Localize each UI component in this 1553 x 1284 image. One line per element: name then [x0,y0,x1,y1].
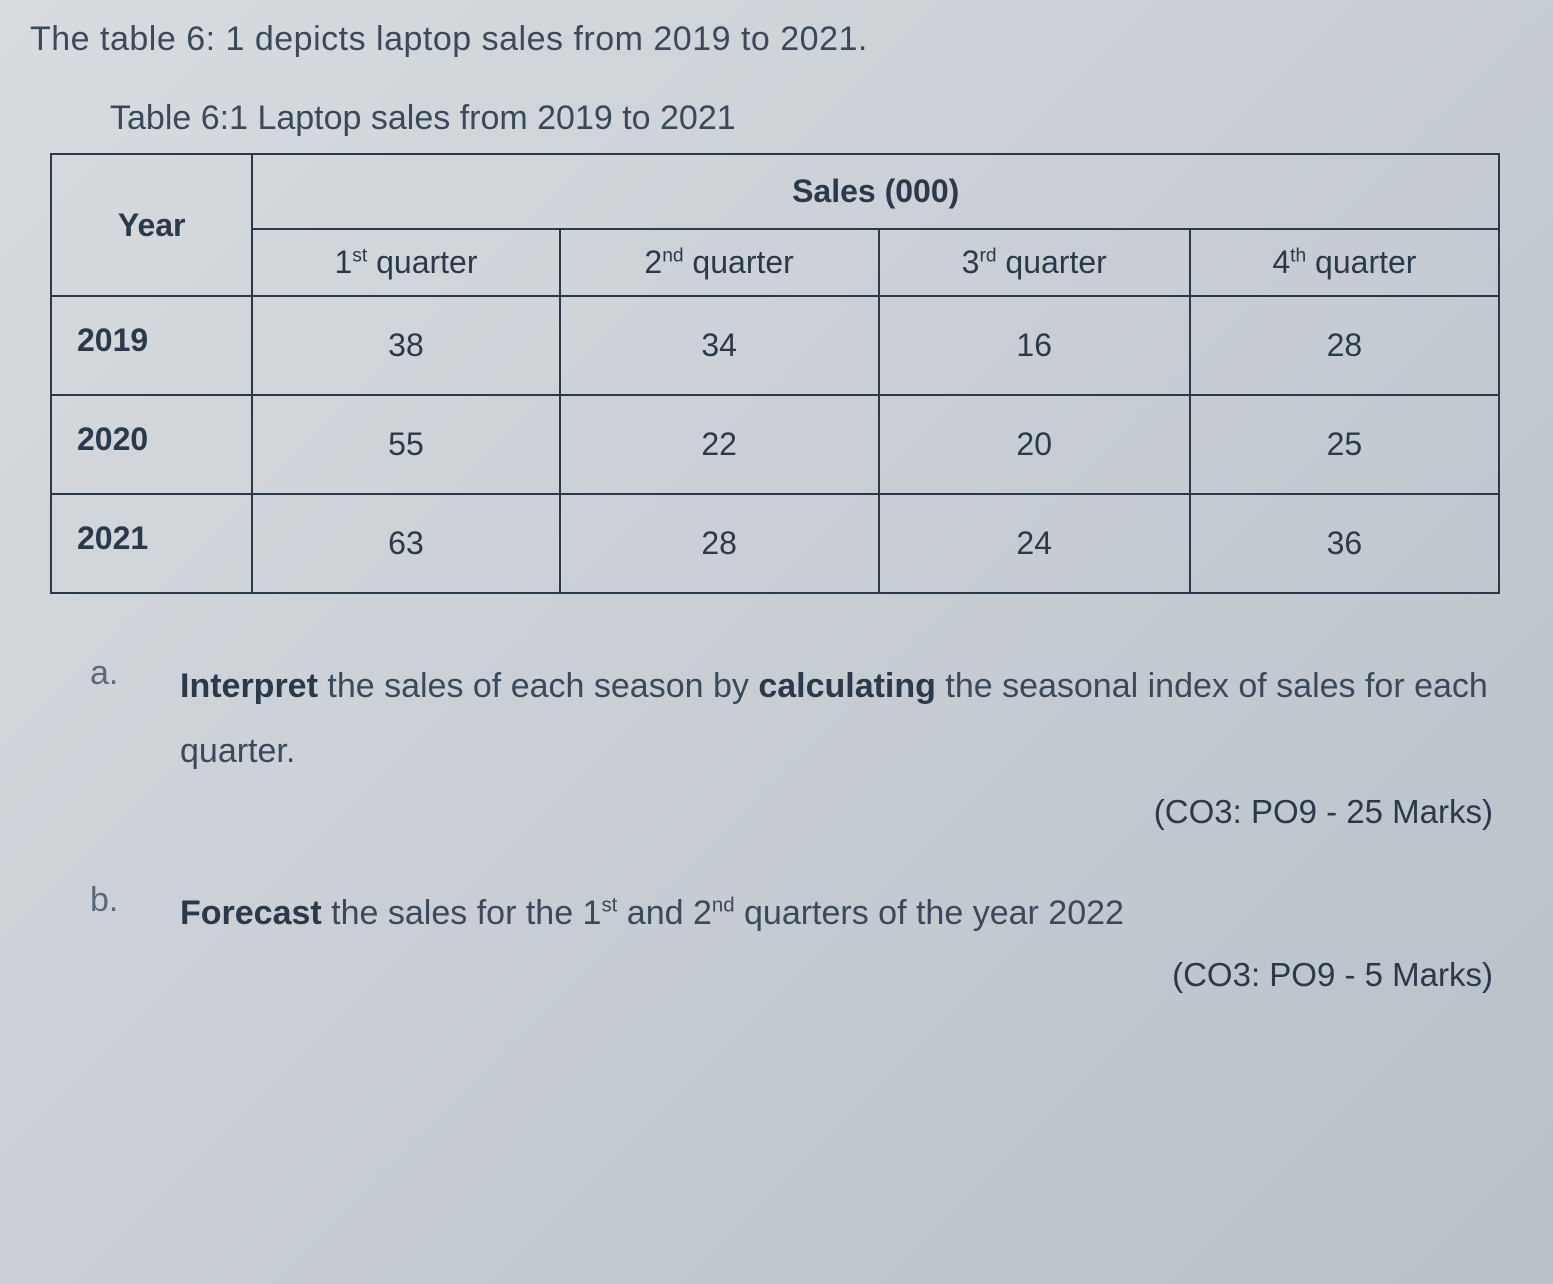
year-cell: 2020 [51,395,252,494]
year-header: Year [51,154,252,296]
table-row: 2019 38 34 16 28 [51,296,1499,395]
data-cell: 55 [252,395,559,494]
data-cell: 38 [252,296,559,395]
marks-a: (CO3: PO9 - 25 Marks) [30,793,1493,831]
table-caption: Table 6:1 Laptop sales from 2019 to 2021 [110,99,1523,138]
data-cell: 36 [1190,494,1499,593]
question-letter-b: b. [90,881,130,920]
data-cell: 25 [1190,395,1499,494]
table-header-row-2: 1st quarter 2nd quarter 3rd quarter 4th … [51,229,1499,296]
data-cell: 63 [252,494,559,593]
table-row: 2020 55 22 20 25 [51,395,1499,494]
question-a: a. Interpret the sales of each season by… [90,654,1503,783]
data-cell: 34 [560,296,879,395]
table-header-row-1: Year Sales (000) [51,154,1499,229]
data-cell: 28 [560,494,879,593]
year-cell: 2019 [51,296,252,395]
question-text-b: Forecast the sales for the 1st and 2nd q… [180,881,1503,946]
data-cell: 22 [560,395,879,494]
col-header-q3: 3rd quarter [879,229,1190,296]
marks-b: (CO3: PO9 - 5 Marks) [30,956,1493,994]
question-b: b. Forecast the sales for the 1st and 2n… [90,881,1503,946]
question-letter-a: a. [90,654,130,693]
col-header-q1: 1st quarter [252,229,559,296]
intro-text: The table 6: 1 depicts laptop sales from… [30,20,1523,59]
sales-table: Year Sales (000) 1st quarter 2nd quarter… [50,153,1500,594]
col-header-q2: 2nd quarter [560,229,879,296]
question-text-a: Interpret the sales of each season by ca… [180,654,1503,783]
sales-header: Sales (000) [252,154,1499,229]
col-header-q4: 4th quarter [1190,229,1499,296]
year-cell: 2021 [51,494,252,593]
data-cell: 28 [1190,296,1499,395]
data-cell: 16 [879,296,1190,395]
data-cell: 24 [879,494,1190,593]
table-row: 2021 63 28 24 36 [51,494,1499,593]
data-cell: 20 [879,395,1190,494]
